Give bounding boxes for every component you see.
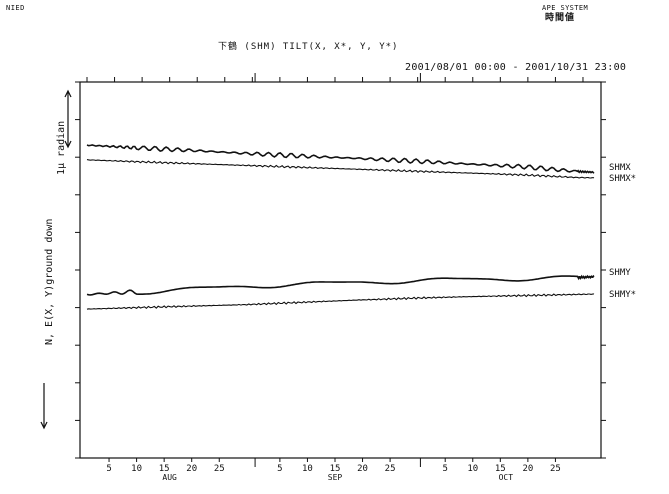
x-tick-label: 15 xyxy=(159,464,170,474)
x-tick-label: 20 xyxy=(522,464,533,474)
plot-frame xyxy=(79,81,602,459)
x-tick-label: 25 xyxy=(550,464,561,474)
x-tick-label: 15 xyxy=(495,464,506,474)
series-line-shmy-star xyxy=(86,293,595,310)
x-tick-label: 25 xyxy=(385,464,396,474)
x-tick-label: 25 xyxy=(214,464,225,474)
axis-labels: 5 10 15 20 25 5 10 15 20 25 5 10 15 20 25 AUG SEP OCT 1μ r… xyxy=(40,89,636,482)
series-label: SHMY xyxy=(609,268,631,278)
scale-bar-arrow-down xyxy=(64,140,72,149)
system-label-left: NIED xyxy=(6,4,25,12)
month-label: SEP xyxy=(328,473,343,482)
series-line-shmx xyxy=(86,144,595,174)
axis-ticks xyxy=(75,73,606,467)
x-tick-label: 10 xyxy=(302,464,313,474)
scale-bar xyxy=(64,89,72,149)
series-line-shmy xyxy=(86,274,595,296)
x-tick-label: 20 xyxy=(186,464,197,474)
system-label-right: APE SYSTEM xyxy=(542,4,589,12)
plot-border xyxy=(79,81,602,459)
scale-bar-arrow-up xyxy=(64,89,72,98)
month-label: AUG xyxy=(162,473,177,482)
x-tick-label: 15 xyxy=(330,464,341,474)
down-arrow-head xyxy=(40,421,48,430)
y-axis-label: N, E(X, Y)ground down xyxy=(44,219,55,345)
series-label: SHMX xyxy=(609,163,631,173)
x-tick-label: 5 xyxy=(106,464,111,474)
series-label: SHMY* xyxy=(609,290,636,300)
month-label: OCT xyxy=(499,473,514,482)
x-tick-label: 10 xyxy=(467,464,478,474)
x-tick-label: 5 xyxy=(277,464,282,474)
scale-bar-label: 1μ radian xyxy=(56,121,67,175)
x-tick-label: 5 xyxy=(442,464,447,474)
series-line-shmx-star xyxy=(86,159,595,179)
series-lines xyxy=(86,144,595,310)
time-range-label: 2001/08/01 00:00 - 2001/10/31 23:00 xyxy=(405,62,627,73)
x-tick-label: 10 xyxy=(131,464,142,474)
chart-title: 下鶴 (SHM) TILT(X, X*, Y, Y*) xyxy=(218,42,399,52)
series-label: SHMX* xyxy=(609,174,636,184)
data-type-label: 時間値 xyxy=(545,13,576,23)
x-tick-label: 20 xyxy=(357,464,368,474)
